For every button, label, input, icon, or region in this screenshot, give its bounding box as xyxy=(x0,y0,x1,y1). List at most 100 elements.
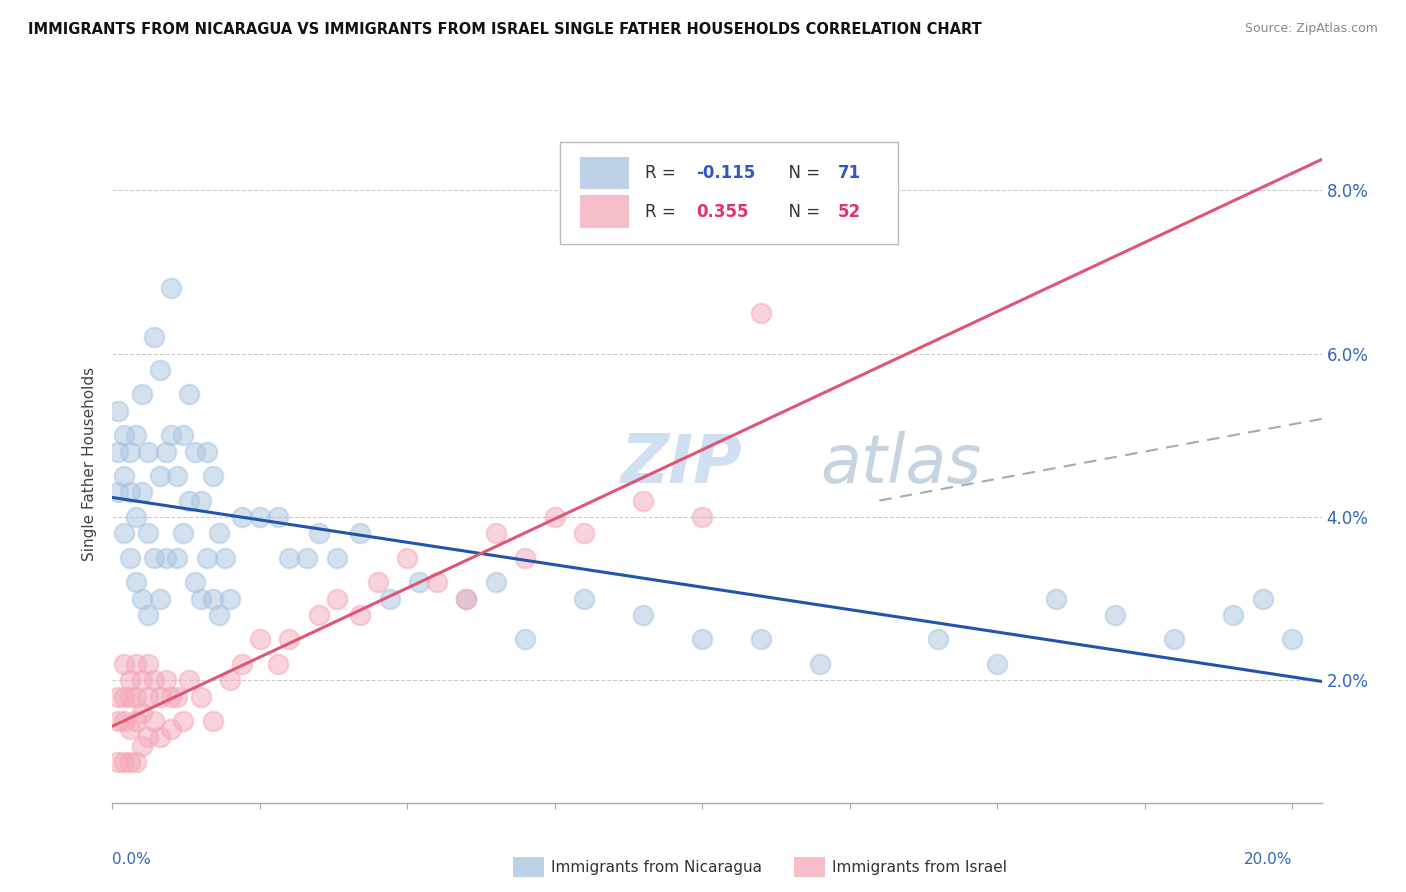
Text: N =: N = xyxy=(778,164,825,182)
Point xyxy=(325,550,347,565)
Point xyxy=(107,714,129,728)
Point xyxy=(749,632,772,647)
Point xyxy=(201,469,224,483)
Y-axis label: Single Father Households: Single Father Households xyxy=(82,367,97,561)
Point xyxy=(201,714,224,728)
Point xyxy=(125,657,148,671)
Point xyxy=(155,444,177,458)
Point xyxy=(231,510,253,524)
Point xyxy=(172,526,194,541)
Point xyxy=(184,575,207,590)
Point xyxy=(986,657,1008,671)
Point xyxy=(1104,607,1126,622)
Point xyxy=(378,591,401,606)
Point xyxy=(179,673,201,688)
Point xyxy=(160,723,183,737)
Point xyxy=(131,673,153,688)
Point xyxy=(295,550,318,565)
Point xyxy=(112,755,135,769)
Point xyxy=(120,673,142,688)
Bar xyxy=(581,195,628,228)
Point xyxy=(927,632,949,647)
Point xyxy=(308,526,330,541)
Point xyxy=(142,330,165,344)
Point xyxy=(112,469,135,483)
Point xyxy=(308,607,330,622)
Bar xyxy=(581,157,628,189)
Point xyxy=(155,550,177,565)
Text: atlas: atlas xyxy=(820,431,981,497)
Point xyxy=(749,306,772,320)
Text: Immigrants from Nicaragua: Immigrants from Nicaragua xyxy=(551,860,762,874)
Point xyxy=(278,632,301,647)
Text: ZIP: ZIP xyxy=(620,431,742,497)
Point xyxy=(396,550,419,565)
Point xyxy=(1281,632,1303,647)
Point xyxy=(1045,591,1067,606)
Point xyxy=(120,444,142,458)
Point xyxy=(160,428,183,442)
Point xyxy=(249,632,271,647)
Point xyxy=(125,510,148,524)
Point xyxy=(125,575,148,590)
Point xyxy=(808,657,831,671)
Point xyxy=(136,657,159,671)
Point xyxy=(574,591,596,606)
Text: 0.355: 0.355 xyxy=(696,202,749,220)
Text: 52: 52 xyxy=(838,202,860,220)
Point xyxy=(515,550,537,565)
Point xyxy=(485,575,508,590)
Text: R =: R = xyxy=(644,164,681,182)
Point xyxy=(456,591,478,606)
Point xyxy=(131,739,153,753)
Point xyxy=(208,526,231,541)
Point xyxy=(125,755,148,769)
Point xyxy=(112,714,135,728)
Point xyxy=(131,591,153,606)
Point xyxy=(219,673,242,688)
Point xyxy=(125,428,148,442)
Point xyxy=(266,657,288,671)
Point xyxy=(172,714,194,728)
Point xyxy=(201,591,224,606)
Point xyxy=(112,690,135,704)
Point xyxy=(219,591,242,606)
Text: -0.115: -0.115 xyxy=(696,164,756,182)
Point xyxy=(107,690,129,704)
Point xyxy=(633,493,655,508)
Point xyxy=(278,550,301,565)
Point xyxy=(190,591,212,606)
Point xyxy=(131,706,153,720)
Point xyxy=(426,575,449,590)
Point xyxy=(692,632,714,647)
Point xyxy=(195,550,218,565)
Point xyxy=(149,690,172,704)
Point xyxy=(214,550,236,565)
Point xyxy=(160,690,183,704)
Point xyxy=(485,526,508,541)
FancyBboxPatch shape xyxy=(560,142,898,244)
Point xyxy=(692,510,714,524)
Point xyxy=(1163,632,1185,647)
Point xyxy=(633,607,655,622)
Point xyxy=(136,690,159,704)
Point xyxy=(208,607,231,622)
Point xyxy=(349,607,371,622)
Text: 0.0%: 0.0% xyxy=(112,852,152,867)
Text: Immigrants from Israel: Immigrants from Israel xyxy=(832,860,1007,874)
Point xyxy=(149,469,172,483)
Point xyxy=(1222,607,1244,622)
Point xyxy=(349,526,371,541)
Point xyxy=(107,755,129,769)
Point xyxy=(574,526,596,541)
Point xyxy=(120,723,142,737)
Point xyxy=(112,526,135,541)
Text: 71: 71 xyxy=(838,164,860,182)
Point xyxy=(184,444,207,458)
Point xyxy=(120,485,142,500)
Point xyxy=(136,731,159,745)
Point xyxy=(131,387,153,401)
Point xyxy=(456,591,478,606)
Point xyxy=(408,575,430,590)
Point xyxy=(190,493,212,508)
